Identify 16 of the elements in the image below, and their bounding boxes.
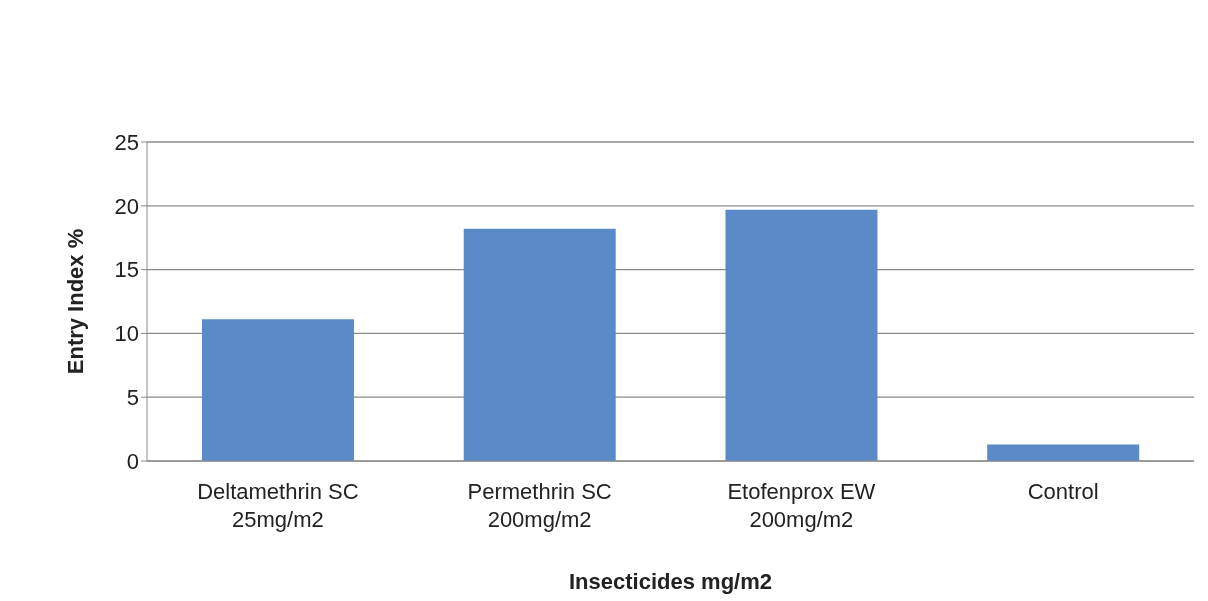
y-tick-label: 25 bbox=[114, 129, 139, 155]
y-tick-label: 5 bbox=[126, 385, 139, 411]
x-tick-label: Etofenprox EW 200mg/m2 bbox=[727, 479, 876, 532]
x-tick-label: Control bbox=[1027, 479, 1099, 504]
y-tick-label: 20 bbox=[114, 193, 139, 219]
x-axis-title: Insecticides mg/m2 bbox=[569, 569, 772, 594]
bar bbox=[725, 209, 878, 461]
bar bbox=[201, 319, 354, 461]
y-tick-label: 10 bbox=[114, 321, 139, 347]
y-tick-label: 0 bbox=[126, 448, 139, 474]
bar bbox=[987, 444, 1140, 461]
y-axis-title: Entry Index % bbox=[62, 228, 88, 375]
y-tick-label: 15 bbox=[114, 257, 139, 283]
bar bbox=[463, 228, 616, 461]
x-tick-label: Permethrin SC 200mg/m2 bbox=[467, 479, 612, 532]
x-tick-label: Deltamethrin SC 25mg/m2 bbox=[197, 479, 359, 532]
